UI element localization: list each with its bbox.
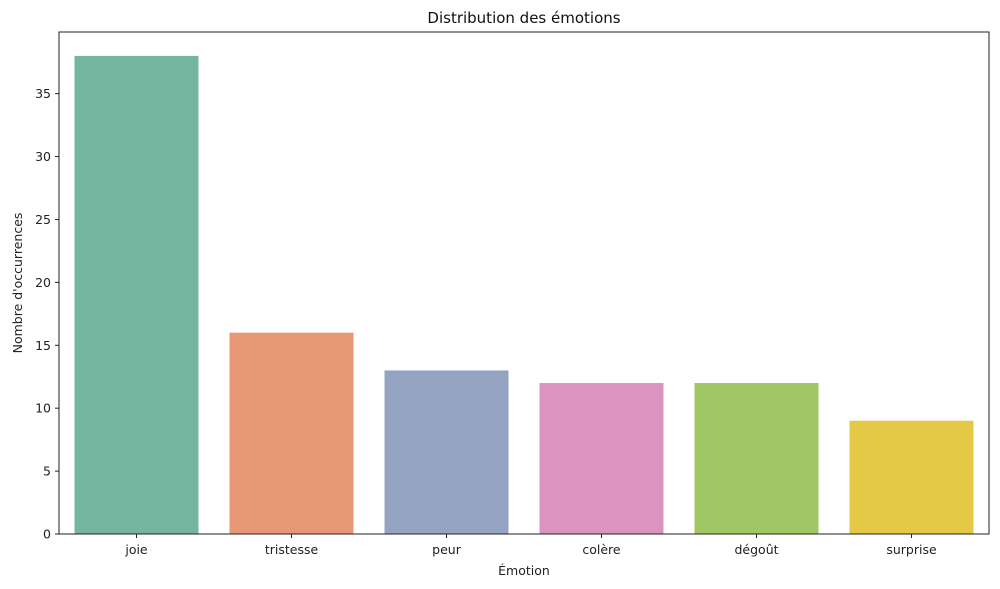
y-tick-label: 30 xyxy=(35,149,51,164)
x-tick-label: colère xyxy=(582,542,621,557)
y-tick-label: 10 xyxy=(35,401,51,416)
plot-frame xyxy=(58,31,990,535)
bar-surprise xyxy=(849,420,974,534)
bar-dégoût xyxy=(694,383,819,534)
x-tick-label: joie xyxy=(124,542,148,557)
x-tick-label: peur xyxy=(432,542,462,557)
bars-group xyxy=(74,55,974,535)
x-axis: joie tristesse peur colère dégoût surprise xyxy=(124,534,937,557)
bar-colère xyxy=(539,383,664,534)
y-axis-title: Nombre d'occurrences xyxy=(10,213,25,354)
y-tick-label: 35 xyxy=(35,86,51,101)
x-tick-label: tristesse xyxy=(265,542,319,557)
x-tick-label: surprise xyxy=(886,542,937,557)
bar-peur xyxy=(384,370,509,534)
y-tick-label: 15 xyxy=(35,338,51,353)
bar-joie xyxy=(74,55,199,535)
x-axis-title: Émotion xyxy=(498,563,550,578)
chart-title: Distribution des émotions xyxy=(427,9,620,27)
y-axis: 0 5 10 15 20 25 30 35 xyxy=(35,86,59,542)
y-tick-label: 20 xyxy=(35,275,51,290)
x-tick-label: dégoût xyxy=(734,542,778,557)
y-tick-label: 0 xyxy=(43,527,51,542)
y-tick-label: 25 xyxy=(35,212,51,227)
bar-tristesse xyxy=(229,332,354,534)
y-tick-label: 5 xyxy=(43,464,51,479)
